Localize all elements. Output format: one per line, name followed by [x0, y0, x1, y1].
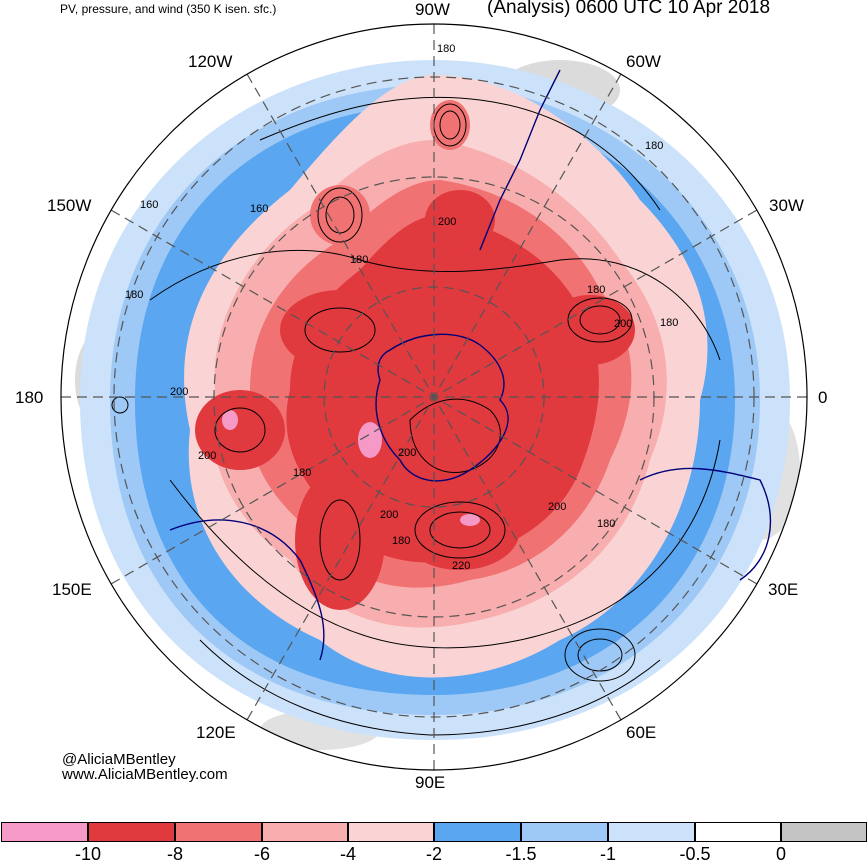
colorbar-tick-label: 0 [775, 844, 787, 864]
colorbar: -10 -8 -6 -4 -2 -1.5 -1 -0.5 0 [0, 822, 868, 865]
colorbar-swatch [608, 822, 695, 842]
colorbar-tick-label: -10 [74, 844, 102, 864]
colorbar-swatch [175, 822, 262, 842]
pressure-contours [111, 96, 721, 736]
contour-label: 180 [293, 467, 311, 479]
polar-stereographic-map: 180 180 160 160 180 200 180 200 180 180 … [60, 23, 808, 771]
map-title: (Analysis) 0600 UTC 10 Apr 2018 [487, 0, 771, 18]
colorbar-tick-label: -2 [425, 844, 443, 864]
contour-label: 220 [452, 560, 470, 572]
colorbar-tick-label: -1.5 [505, 844, 537, 864]
contour-label: 180 [392, 535, 410, 547]
contour-label: 200 [614, 318, 632, 330]
credit-website: www.AliciaMBentley.com [62, 766, 228, 783]
colorbar-swatch [262, 822, 348, 842]
contour-label: 200 [548, 501, 566, 513]
longitude-label-30e: 30E [768, 580, 799, 599]
colorbar-tick-label: -8 [166, 844, 184, 864]
longitude-label-90w: 90W [415, 0, 450, 19]
colorbar-swatch [1, 822, 88, 842]
contour-label: 200 [198, 450, 216, 462]
contour-label: 180 [350, 254, 368, 266]
credit-handle: @AliciaMBentley [62, 751, 176, 768]
longitude-label-150e: 150E [52, 580, 92, 599]
contour-label: 180 [587, 284, 605, 296]
longitude-label-60w: 60W [626, 52, 661, 71]
colorbar-swatch [781, 822, 867, 842]
contour-value-labels: 180 180 160 160 180 200 180 200 180 180 … [125, 43, 678, 572]
colorbar-tick-label: -1 [599, 844, 617, 864]
pv-shading-layer [61, 24, 807, 770]
colorbar-tick-label: -4 [339, 844, 357, 864]
contour-label: 180 [645, 140, 663, 152]
longitude-label-120w: 120W [188, 52, 233, 71]
contour-label: 160 [140, 199, 158, 211]
contour-label: 200 [398, 447, 416, 459]
contour-label: 200 [170, 386, 188, 398]
map-subtitle: PV, pressure, and wind (350 K isen. sfc.… [60, 2, 277, 16]
contour-label: 180 [597, 518, 615, 530]
contour-label: 200 [380, 509, 398, 521]
colorbar-swatch [88, 822, 175, 842]
colorbar-swatch [695, 822, 781, 842]
longitude-label-150w: 150W [47, 196, 92, 215]
contour-label: 160 [250, 203, 268, 215]
colorbar-swatch [521, 822, 608, 842]
longitude-label-0: 0 [818, 388, 828, 407]
longitude-label-180: 180 [15, 388, 44, 407]
colorbar-swatch [348, 822, 434, 842]
longitude-label-90e: 90E [415, 773, 446, 792]
graticule [61, 24, 807, 770]
contour-label: 200 [438, 216, 456, 228]
map-boundary [60, 23, 808, 771]
longitude-label-30w: 30W [769, 196, 804, 215]
colorbar-tick-label: -0.5 [679, 844, 711, 864]
contour-label: 180 [125, 289, 143, 301]
colorbar-tick-label: -6 [253, 844, 271, 864]
contour-label: 180 [660, 317, 678, 329]
longitude-label-120e: 120E [196, 723, 236, 742]
colorbar-swatch [434, 822, 521, 842]
contour-label: 180 [437, 43, 455, 55]
longitude-label-60e: 60E [626, 723, 657, 742]
